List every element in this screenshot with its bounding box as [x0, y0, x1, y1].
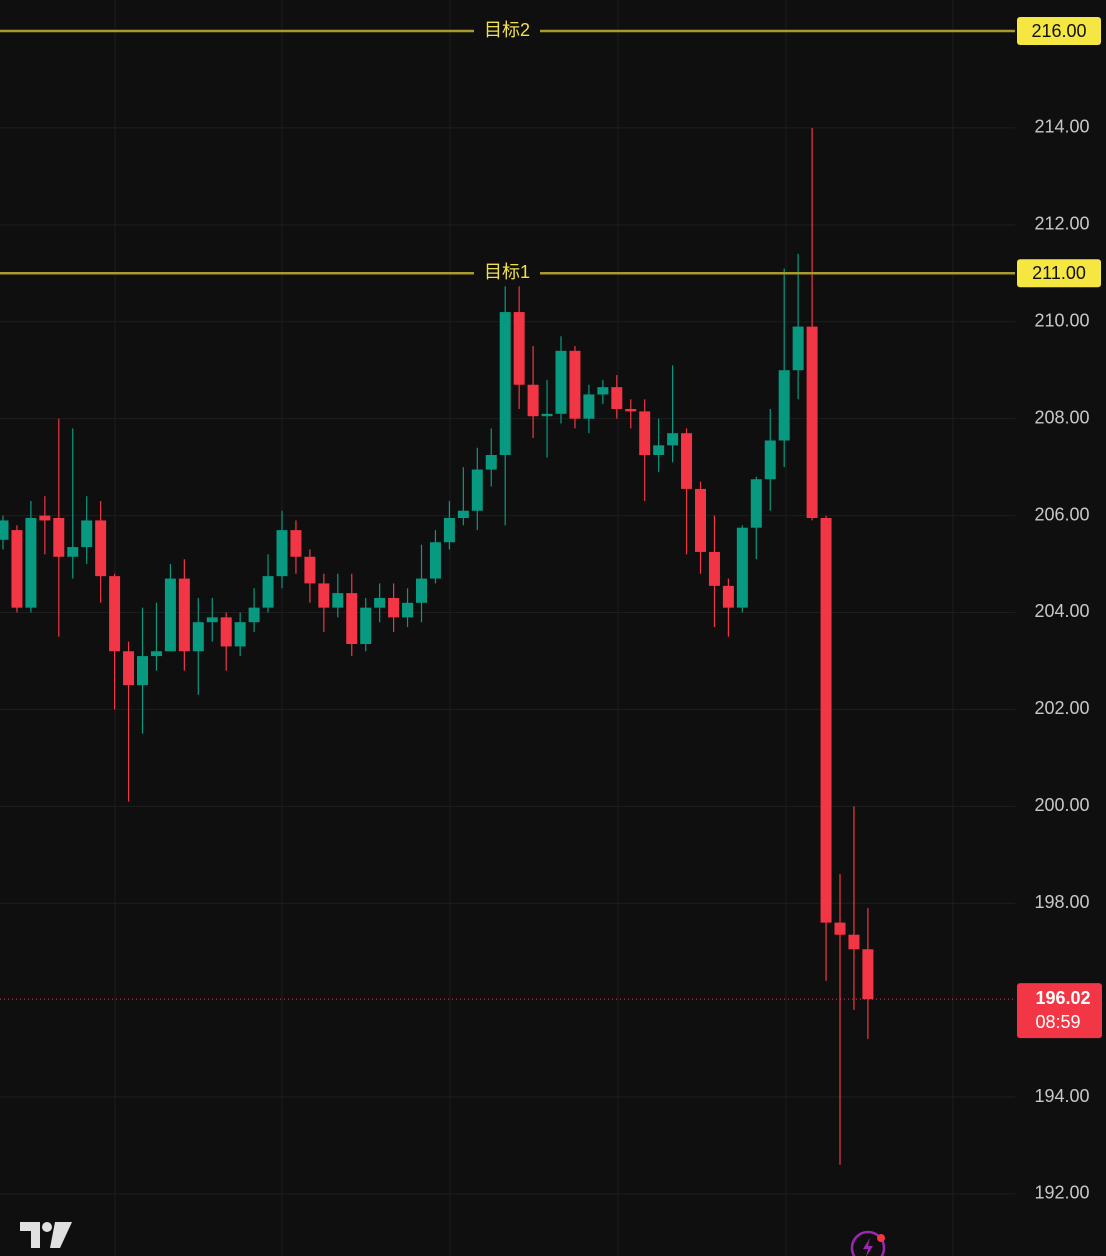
candle-body: [388, 597, 400, 618]
y-tick-label: 202.00: [1034, 698, 1089, 718]
candle-body: [402, 602, 414, 618]
candle-body: [695, 488, 706, 552]
level-name: 目标1: [484, 262, 530, 282]
y-tick-label: 212.00: [1034, 214, 1089, 234]
candle-body: [137, 656, 148, 686]
candle-body: [667, 433, 679, 446]
candle-body: [95, 520, 107, 577]
candle-body: [290, 530, 302, 557]
candle-body: [374, 597, 386, 608]
candle-body: [53, 518, 65, 557]
flash-icon: [850, 1230, 886, 1256]
logo-part: [42, 1222, 52, 1232]
y-tick-label: 208.00: [1034, 407, 1089, 427]
candle-body: [206, 617, 218, 623]
candle-body: [485, 455, 497, 470]
candle-body: [192, 622, 204, 652]
candle-body: [150, 651, 162, 657]
icon-dot: [877, 1234, 885, 1242]
vertical-grid: [114, 0, 954, 1256]
candle-body: [862, 949, 874, 1000]
candle-body: [625, 408, 637, 412]
candle-body: [109, 576, 121, 652]
logo-part: [50, 1222, 72, 1248]
candle-body: [262, 576, 274, 608]
candle-body: [639, 411, 651, 456]
candle-body: [792, 326, 804, 371]
last-price-label: 196.02: [1035, 988, 1090, 1008]
candle-body: [346, 593, 358, 644]
icon-ring: [850, 1230, 886, 1256]
icon-bolt: [863, 1238, 873, 1256]
countdown-label: 08:59: [1035, 1012, 1080, 1032]
y-tick-label: 198.00: [1034, 892, 1089, 912]
candle-body: [653, 445, 665, 456]
candle-body: [234, 622, 246, 647]
y-tick-label: 192.00: [1034, 1183, 1089, 1203]
candle-body: [360, 607, 372, 644]
candle-body: [67, 547, 79, 557]
candle-body: [123, 651, 135, 686]
candle-body: [276, 530, 288, 577]
candle-body: [443, 518, 455, 543]
candle-body: [848, 934, 860, 950]
logo: [20, 1222, 72, 1248]
candle-body: [513, 312, 525, 385]
candle-body: [178, 578, 190, 652]
last-price-tag: [1017, 983, 1102, 1039]
level-name-bg: [474, 18, 540, 45]
candle-body: [820, 518, 832, 923]
candle-body: [457, 510, 469, 519]
candle-body: [527, 384, 539, 417]
candle-body: [25, 518, 37, 608]
candle-body: [318, 583, 330, 608]
level-tag-label: 211.00: [1032, 263, 1086, 283]
candle-body: [304, 556, 316, 584]
candle-body: [583, 394, 595, 419]
level-tag-label: 216.00: [1031, 21, 1086, 41]
candle-body: [39, 515, 51, 521]
y-tick-label: 214.00: [1034, 117, 1089, 137]
candle-body: [81, 520, 93, 548]
candle-body: [764, 440, 776, 480]
candle-body: [220, 617, 232, 647]
candle-body: [708, 551, 720, 586]
candle-body: [248, 607, 260, 623]
candle-body: [569, 350, 581, 419]
candle-body: [429, 542, 441, 579]
candle-body: [736, 527, 748, 608]
level-tag: [1017, 259, 1101, 288]
candle-body: [332, 593, 344, 608]
candle-body: [750, 479, 762, 528]
candle-body: [416, 578, 427, 603]
candle-body: [681, 433, 693, 489]
candle-body: [11, 530, 23, 608]
level-name: 目标2: [484, 20, 530, 40]
candle-body: [541, 413, 553, 417]
y-tick-label: 204.00: [1034, 601, 1089, 621]
candle-body: [611, 387, 623, 409]
level-name-bg: [474, 260, 540, 287]
candle-body: [0, 520, 9, 540]
candle-body: [597, 387, 609, 395]
candle-body: [806, 326, 818, 519]
candle-body: [834, 922, 846, 935]
level-tag: [1017, 17, 1101, 46]
candle-body: [164, 578, 176, 652]
candle-body: [499, 312, 511, 456]
logo-part: [20, 1222, 40, 1248]
y-tick-label: 206.00: [1034, 504, 1089, 524]
y-tick-label: 200.00: [1034, 795, 1089, 815]
y-tick-label: 194.00: [1034, 1086, 1089, 1106]
candle-body: [471, 469, 483, 511]
candle-body: [778, 370, 790, 441]
y-tick-label: 210.00: [1034, 311, 1089, 331]
candle-body: [722, 585, 734, 608]
candle-body: [555, 350, 567, 414]
